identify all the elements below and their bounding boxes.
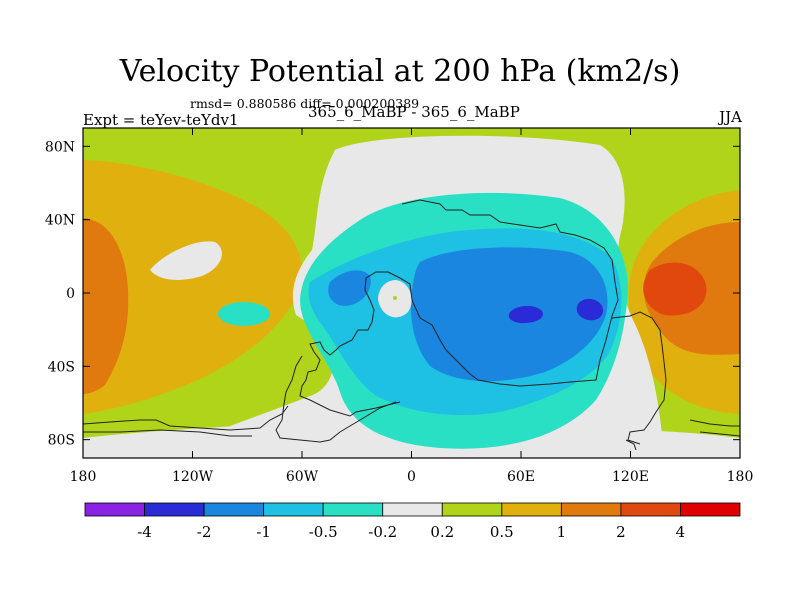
africa-eurasia-outline — [299, 199, 619, 417]
y-tick-label: 0 — [66, 286, 75, 302]
season-label: JJA — [719, 108, 742, 126]
case-comparison-label: 365_6_MaBP - 365_6_MaBP — [308, 103, 520, 121]
cyan-cell-atlantic — [218, 302, 270, 326]
x-tick-label: 120E — [612, 469, 649, 485]
x-tick-label: 60E — [507, 469, 535, 485]
dark-blue-core-below-2 — [508, 298, 604, 324]
y-tick-label: 40N — [45, 213, 75, 229]
pacific-neutral-blob — [150, 241, 222, 280]
left-dark-orange-region — [83, 218, 129, 394]
colorbar-label: -4 — [137, 523, 152, 541]
rmsd-diff-stats: rmsd= 0.880586 diff= 0.000200389 — [190, 96, 420, 111]
island-outline-right — [625, 439, 637, 451]
colorbar-label: -1 — [256, 523, 271, 541]
colorbar-label: 1 — [557, 523, 567, 541]
orange-cell-pacific — [242, 249, 282, 267]
right-red-orange-core — [643, 262, 707, 316]
bottom-left-neutral-strip — [83, 420, 320, 458]
bottom-right-neutral-strip — [640, 430, 740, 458]
colorbar-label: -0.2 — [368, 523, 397, 541]
x-tick-label: 180 — [70, 469, 97, 485]
colorbar-swatch — [84, 502, 145, 517]
y-tick-label: 40S — [48, 359, 75, 375]
colorbar-swatch — [501, 502, 562, 517]
x-tick-label: 120W — [172, 469, 214, 485]
colorbar-label: -0.5 — [309, 523, 338, 541]
x-tick-label: 180 — [727, 469, 754, 485]
colorbar-swatch — [263, 502, 324, 517]
antarctica-left-inner — [83, 429, 252, 437]
experiment-label: Expt = teYev-teYdv1 — [83, 111, 239, 129]
colorbar-swatch — [382, 502, 443, 517]
colorbar-label: -2 — [197, 523, 212, 541]
y-tick-label: 80S — [48, 433, 75, 449]
eastern-coast-outline — [611, 311, 667, 445]
y-tick-label: 80N — [45, 139, 75, 155]
colorbar: -4 -2 -1 -0.5 -0.2 0.2 0.5 1 2 4 — [84, 502, 741, 541]
continent-outlines — [83, 199, 740, 451]
x-tick-label: 0 — [407, 469, 416, 485]
x-tick-label: 60W — [286, 469, 319, 485]
colorbar-swatch — [203, 502, 265, 517]
africa-green-dot — [393, 296, 397, 300]
americas-outline — [275, 355, 397, 443]
colorbar-swatch — [322, 502, 384, 517]
colorbar-label: 2 — [616, 523, 626, 541]
colorbar-label: 0.2 — [430, 523, 454, 541]
colorbar-swatch — [620, 502, 681, 517]
colorbar-swatch — [441, 502, 503, 517]
x-axis: 180 120W 60W 0 60E 120E 180 — [70, 128, 754, 485]
y-axis: 80N 40N 0 40S 80S — [45, 139, 740, 449]
colorbar-swatch — [144, 502, 205, 517]
colorbar-label: 0.5 — [490, 523, 514, 541]
colorbar-label: 4 — [676, 523, 686, 541]
left-orange-region — [83, 160, 303, 414]
blue-region-below-1 — [328, 247, 608, 382]
antarctica-left-outline — [83, 405, 289, 431]
chart-title: Velocity Potential at 200 hPa (km2/s) — [119, 54, 681, 89]
antarctica-right-outline — [689, 419, 740, 437]
contour-field — [83, 128, 740, 458]
colorbar-swatch — [680, 502, 741, 517]
colorbar-swatch — [560, 502, 622, 517]
